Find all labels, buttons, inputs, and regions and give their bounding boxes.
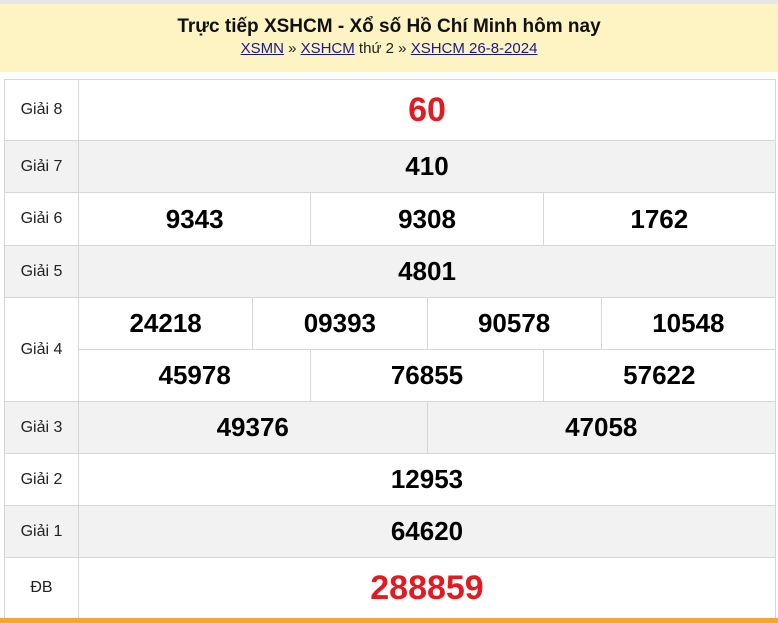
special-prize-number: 288859 [78,557,776,619]
breadcrumb-separator: » [283,40,301,57]
prize-label: Giải 4 [4,297,79,402]
row-giai-6: Giải 6 9343 9308 1762 [4,192,776,246]
breadcrumb-weekday: thứ 2 [354,40,394,57]
row-giai-8: Giải 8 60 [4,79,776,141]
prize-label: Giải 3 [4,401,79,454]
prize-number: 9308 [310,193,542,245]
prize-label: Giải 5 [4,245,79,298]
prize-number: 4801 [78,245,776,298]
prize-label: ĐB [4,557,79,619]
row-giai-2: Giải 2 12953 [4,453,776,506]
prize-number: 57622 [542,350,775,401]
prize-number: 12953 [78,453,776,506]
prize-number: 60 [78,79,776,141]
prize-number: 10548 [600,298,775,349]
prize-number: 410 [78,140,776,193]
prize-label: Giải 7 [4,140,79,193]
prize-label: Giải 2 [4,453,79,506]
prize-label: Giải 6 [4,192,79,246]
prize-number: 24218 [129,308,202,338]
page-title: Trực tiếp XSHCM - Xổ số Hồ Chí Minh hôm … [177,16,601,37]
row-giai-7: Giải 7 410 [4,140,776,193]
prize-number: 09393 [252,298,426,349]
prize-number: 1762 [542,193,775,245]
page-header: Trực tiếp XSHCM - Xổ số Hồ Chí Minh hôm … [0,4,778,72]
prize-label: Giải 1 [4,505,79,558]
prize-label: Giải 8 [4,79,79,141]
prize-number: 90578 [426,298,601,349]
row-giai-4: Giải 4 24218 09393 90578 10548 45978 768… [4,297,776,402]
results-table: Giải 8 60 Giải 7 410 Giải 6 9343 9308 17… [4,79,776,619]
results-container: Giải 8 60 Giải 7 410 Giải 6 9343 9308 17… [0,72,778,623]
prize-number: 64620 [78,505,776,558]
prize-number: 49376 [216,412,289,442]
prize-number: 76855 [310,350,542,401]
breadcrumb-date-link[interactable]: XSHCM 26-8-2024 [410,40,538,57]
prize-number: 45978 [158,360,231,390]
row-giai-5: Giải 5 4801 [4,245,776,298]
breadcrumb: XSMN » XSHCM thứ 2 » XSHCM 26-8-2024 [0,39,778,59]
row-giai-1: Giải 1 64620 [4,505,776,558]
row-special-prize: ĐB 288859 [4,557,776,619]
breadcrumb-xshcm-link[interactable]: XSHCM [300,40,355,57]
prize-number: 47058 [426,402,776,453]
breadcrumb-xsmn-link[interactable]: XSMN [240,40,284,57]
prize-number: 9343 [165,203,224,234]
bottom-accent-bar [0,618,778,623]
breadcrumb-separator: » [394,40,411,57]
row-giai-3: Giải 3 49376 47058 [4,401,776,454]
